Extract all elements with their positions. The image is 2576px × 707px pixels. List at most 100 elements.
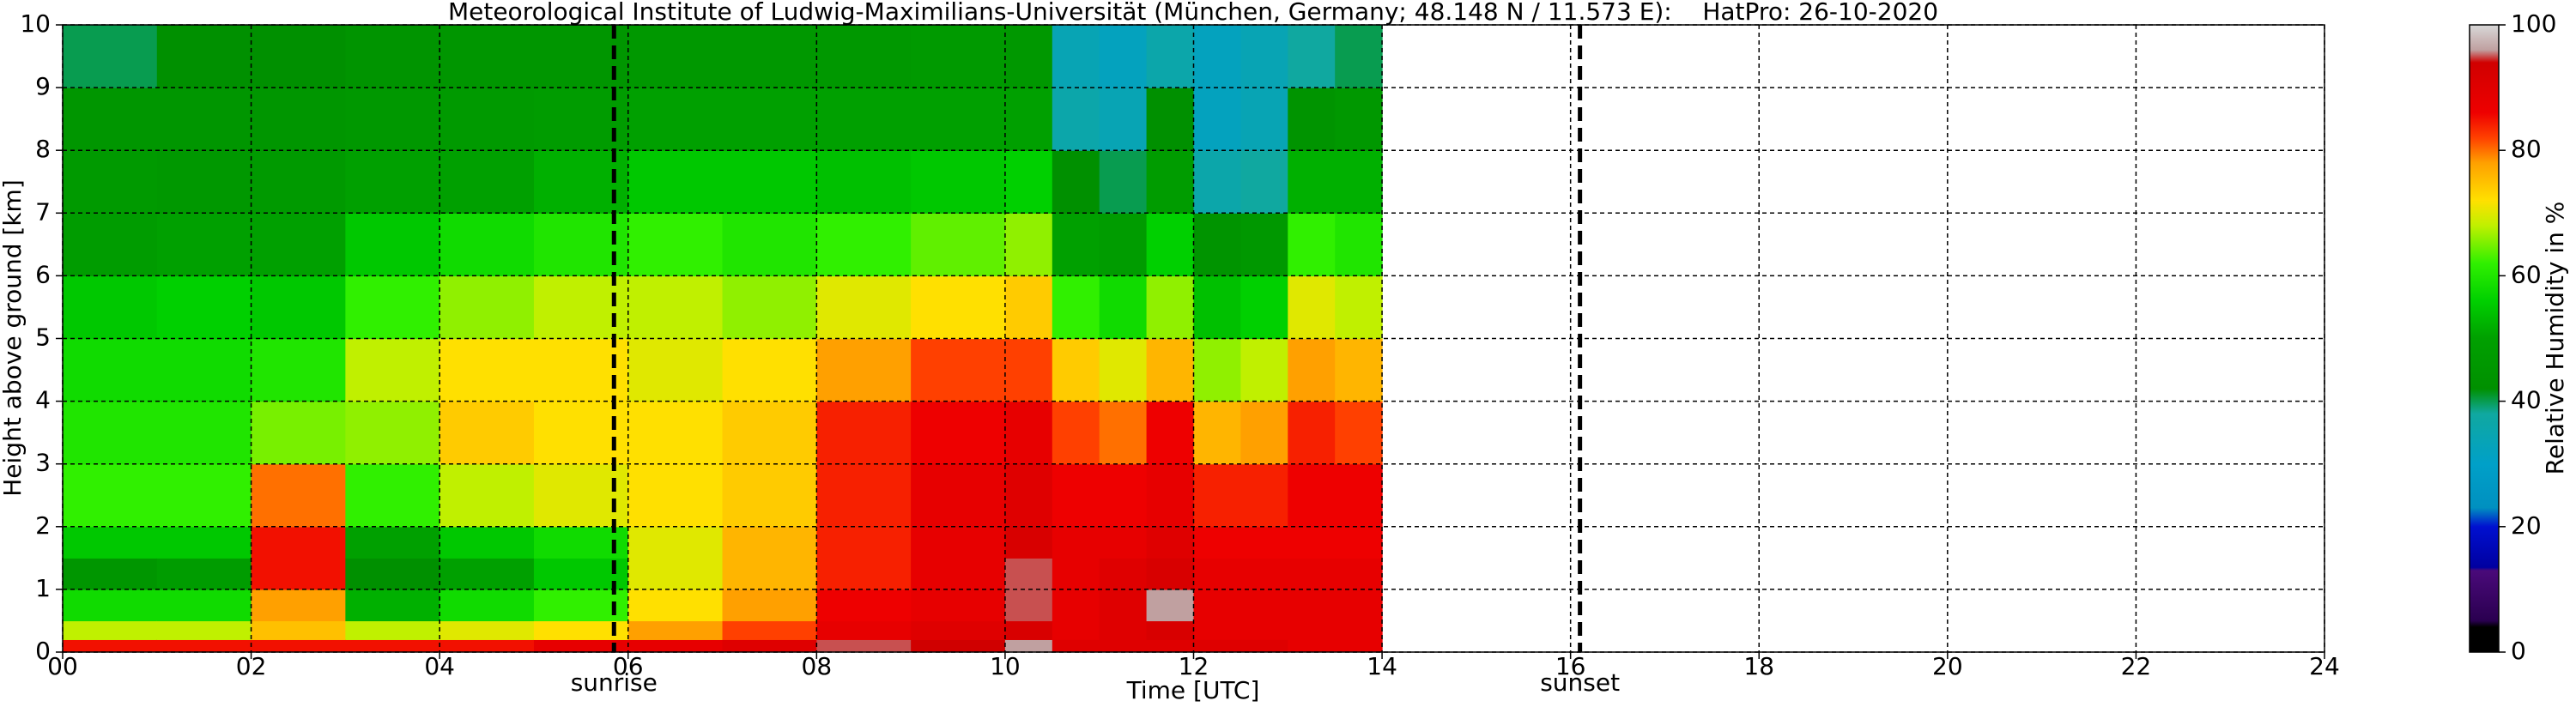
heatmap-cell bbox=[911, 150, 1006, 214]
heatmap-cell bbox=[627, 338, 724, 402]
heatmap-cell bbox=[1193, 401, 1241, 465]
x-tick-label: 02 bbox=[236, 652, 267, 680]
heatmap-cell bbox=[63, 150, 158, 214]
heatmap-cell bbox=[1099, 558, 1148, 590]
heatmap-cell bbox=[1004, 338, 1053, 402]
heatmap-cell bbox=[63, 620, 158, 640]
heatmap-cell bbox=[1193, 213, 1241, 276]
heatmap-cell bbox=[627, 150, 724, 214]
heatmap-cell bbox=[1335, 275, 1383, 340]
heatmap-cell bbox=[1193, 88, 1241, 151]
heatmap-cell bbox=[722, 150, 817, 214]
heatmap-cell bbox=[533, 639, 629, 652]
heatmap-cell bbox=[627, 463, 724, 528]
x-axis-label: Time [UTC] bbox=[1126, 676, 1260, 704]
heatmap-cell bbox=[1099, 213, 1148, 276]
heatmap-cell bbox=[722, 88, 817, 151]
x-tick-label: 18 bbox=[1743, 652, 1774, 680]
heatmap-cell bbox=[533, 275, 629, 340]
heatmap-cell bbox=[1052, 275, 1100, 340]
heatmap-cell bbox=[1052, 639, 1100, 652]
heatmap-cell bbox=[1335, 558, 1383, 590]
heatmap-cell bbox=[533, 620, 629, 640]
x-tick-label: 14 bbox=[1367, 652, 1397, 680]
heatmap-cell bbox=[156, 526, 252, 559]
heatmap-cell bbox=[1146, 275, 1195, 340]
heatmap-cell bbox=[1146, 338, 1195, 402]
heatmap-cell bbox=[345, 213, 440, 276]
heatmap-cell bbox=[63, 25, 158, 88]
heatmap-cell bbox=[439, 25, 535, 88]
heatmap-cell bbox=[439, 463, 535, 528]
heatmap-cell bbox=[1193, 558, 1241, 590]
heatmap-cell bbox=[1335, 88, 1383, 151]
heatmap-cell bbox=[1146, 463, 1195, 528]
heatmap-cell bbox=[251, 526, 346, 559]
heatmap-cell bbox=[439, 639, 535, 652]
heatmap-cell bbox=[63, 275, 158, 340]
heatmap-cell bbox=[439, 338, 535, 402]
heatmap-cell bbox=[63, 213, 158, 276]
heatmap-cell bbox=[1099, 25, 1148, 88]
heatmap-cell bbox=[722, 213, 817, 276]
heatmap-cell bbox=[533, 401, 629, 465]
heatmap-cell bbox=[1193, 150, 1241, 214]
heatmap-cell bbox=[816, 526, 912, 559]
heatmap-cell bbox=[1240, 150, 1288, 214]
heatmap-cell bbox=[439, 526, 535, 559]
heatmap-cell bbox=[439, 589, 535, 622]
heatmap-cell bbox=[1052, 88, 1100, 151]
heatmap-cell bbox=[439, 88, 535, 151]
heatmap-cell bbox=[1099, 463, 1148, 528]
heatmap-cell bbox=[251, 275, 346, 340]
heatmap-cell bbox=[1099, 401, 1148, 465]
x-tick-label: 08 bbox=[802, 652, 833, 680]
heatmap-cell bbox=[1335, 639, 1383, 652]
heatmap-cell bbox=[63, 463, 158, 528]
heatmap-cell bbox=[816, 620, 912, 640]
heatmap-cell bbox=[1099, 150, 1148, 214]
heatmap-cell bbox=[1335, 150, 1383, 214]
heatmap-cell bbox=[1240, 338, 1288, 402]
heatmap-cell bbox=[911, 275, 1006, 340]
heatmap-cell bbox=[1146, 620, 1195, 640]
heatmap-cell bbox=[911, 213, 1006, 276]
x-tick-label: 12 bbox=[1179, 652, 1209, 680]
x-tick-label: 06 bbox=[613, 652, 644, 680]
heatmap-cell bbox=[816, 88, 912, 151]
heatmap-cell bbox=[816, 338, 912, 402]
heatmap-cell bbox=[1288, 620, 1336, 640]
heatmap-cell bbox=[1004, 275, 1053, 340]
heatmap-cell bbox=[1335, 401, 1383, 465]
heatmap-cell bbox=[251, 558, 346, 590]
heatmap-cell bbox=[722, 338, 817, 402]
heatmap-cell bbox=[1099, 620, 1148, 640]
colorbar-label: Relative Humidity in % bbox=[2541, 202, 2569, 475]
heatmap-cell bbox=[1193, 338, 1241, 402]
heatmap-cell bbox=[722, 401, 817, 465]
heatmap-cell bbox=[1146, 526, 1195, 559]
heatmap-cell bbox=[816, 639, 912, 652]
y-tick-label: 4 bbox=[35, 386, 51, 414]
heatmap-cell bbox=[627, 526, 724, 559]
heatmap-cell bbox=[251, 639, 346, 652]
heatmap-cell bbox=[439, 150, 535, 214]
heatmap-cell bbox=[1193, 275, 1241, 340]
heatmap-cell bbox=[1288, 88, 1336, 151]
heatmap-cell bbox=[1052, 213, 1100, 276]
heatmap-cell bbox=[1052, 25, 1100, 88]
heatmap-cell bbox=[1052, 401, 1100, 465]
heatmap-cell bbox=[1146, 88, 1195, 151]
annotation-label: sunrise bbox=[571, 668, 658, 697]
heatmap-cell bbox=[816, 401, 912, 465]
heatmap-cell bbox=[911, 25, 1006, 88]
heatmap-cell bbox=[63, 401, 158, 465]
heatmap-cell bbox=[251, 401, 346, 465]
y-tick-label: 8 bbox=[35, 135, 51, 163]
heatmap-cell bbox=[156, 25, 252, 88]
heatmap-cell bbox=[722, 589, 817, 622]
heatmap-cell bbox=[1052, 338, 1100, 402]
x-tick-label: 20 bbox=[1932, 652, 1963, 680]
heatmap-cell bbox=[911, 589, 1006, 622]
